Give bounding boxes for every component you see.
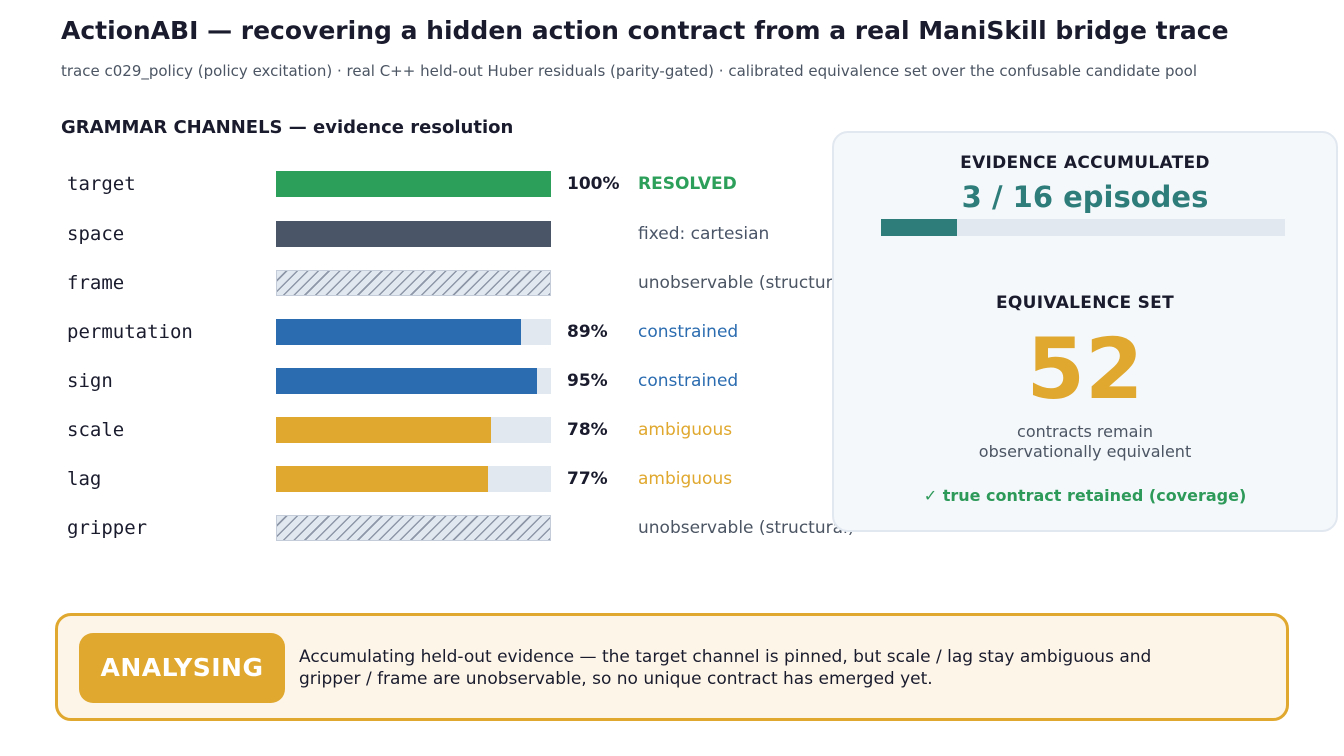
channel-status: unobservable (structural) xyxy=(638,273,855,293)
channel-bar-hatched xyxy=(276,515,551,541)
channel-row-scale: scale 78% ambiguous xyxy=(0,417,880,443)
status-message: Accumulating held-out evidence — the tar… xyxy=(299,646,1259,690)
equivalence-set-count: 52 xyxy=(1026,320,1144,418)
channel-percent: 100% xyxy=(567,174,620,194)
equivalence-caption-line-2: observationally equivalent xyxy=(978,442,1192,461)
channel-name: sign xyxy=(67,370,113,392)
status-message-line-1: Accumulating held-out evidence — the tar… xyxy=(299,647,1152,667)
evidence-panel: EVIDENCE ACCUMULATED 3 / 16 episodes EQU… xyxy=(832,131,1338,532)
channel-percent: 89% xyxy=(567,322,608,342)
channels-section-title: GRAMMAR CHANNELS — evidence resolution xyxy=(61,117,514,138)
page-title: ActionABI — recovering a hidden action c… xyxy=(61,16,1229,45)
channel-percent: 95% xyxy=(567,371,608,391)
channel-bar-fill xyxy=(276,368,538,394)
channel-status: RESOLVED xyxy=(638,174,737,194)
channel-name: permutation xyxy=(67,321,193,343)
channel-status: ambiguous xyxy=(638,420,733,440)
channel-percent: 77% xyxy=(567,469,608,489)
channel-bar-fill xyxy=(276,466,488,492)
equivalence-set-title: EQUIVALENCE SET xyxy=(996,293,1174,313)
channel-bar-track xyxy=(276,221,551,247)
channel-name: lag xyxy=(67,468,102,490)
status-message-line-2: gripper / frame are unobservable, so no … xyxy=(299,669,933,689)
channel-bar-track xyxy=(276,417,551,443)
channel-name: frame xyxy=(67,272,125,294)
channel-row-target: target 100% RESOLVED xyxy=(0,171,880,197)
evidence-title: EVIDENCE ACCUMULATED xyxy=(960,153,1210,173)
channel-name: space xyxy=(67,223,125,245)
channel-status: fixed: cartesian xyxy=(638,224,770,244)
channel-bar-track xyxy=(276,368,551,394)
status-badge: ANALYSING xyxy=(79,633,285,703)
status-banner: ANALYSING Accumulating held-out evidence… xyxy=(55,613,1289,721)
channel-status: constrained xyxy=(638,371,739,391)
equivalence-set-caption: contracts remain observationally equival… xyxy=(834,422,1336,462)
channel-bar-track xyxy=(276,319,551,345)
channel-name: scale xyxy=(67,419,125,441)
channel-row-gripper: gripper unobservable (structural) xyxy=(0,515,880,541)
channel-name: gripper xyxy=(67,517,148,539)
channel-bar-hatched xyxy=(276,270,551,296)
page-subtitle: trace c029_policy (policy excitation) · … xyxy=(61,62,1198,80)
channel-status: unobservable (structural) xyxy=(638,518,855,538)
channel-bar-track xyxy=(276,171,551,197)
channel-name: target xyxy=(67,173,136,195)
channel-row-lag: lag 77% ambiguous xyxy=(0,466,880,492)
channel-row-space: space fixed: cartesian xyxy=(0,221,880,247)
channel-status: constrained xyxy=(638,322,739,342)
coverage-check-label: ✓ true contract retained (coverage) xyxy=(923,486,1247,505)
channel-bar-track xyxy=(276,270,551,296)
channel-bar-fill xyxy=(276,417,491,443)
equivalence-caption-line-1: contracts remain xyxy=(1017,422,1153,441)
channel-percent: 78% xyxy=(567,420,608,440)
evidence-episodes-count: 3 / 16 episodes xyxy=(961,180,1209,214)
channel-bar-track xyxy=(276,515,551,541)
channel-bar-track xyxy=(276,466,551,492)
channel-row-permutation: permutation 89% constrained xyxy=(0,319,880,345)
channel-bar-fill xyxy=(276,221,551,247)
channel-row-sign: sign 95% constrained xyxy=(0,368,880,394)
channel-row-frame: frame unobservable (structural) xyxy=(0,270,880,296)
channel-status: ambiguous xyxy=(638,469,733,489)
channel-bar-fill xyxy=(276,171,551,197)
channel-bar-fill xyxy=(276,319,521,345)
evidence-progress-bar xyxy=(881,219,1285,236)
evidence-progress-fill xyxy=(881,219,957,236)
